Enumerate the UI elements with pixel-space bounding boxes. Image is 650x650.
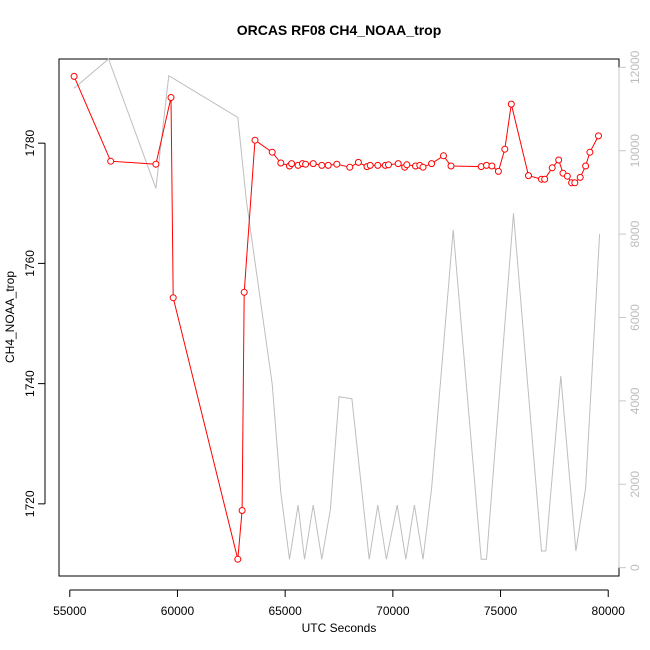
ch4-point (169, 294, 177, 302)
ch4-point (428, 160, 436, 168)
ch4-point (525, 172, 532, 180)
ch4-point (333, 160, 341, 168)
ch4-point (394, 160, 402, 168)
y2-tick-label: 0 (628, 564, 642, 571)
ch4-point (240, 288, 248, 296)
ch4-point (582, 162, 590, 170)
ch4-point (576, 173, 584, 181)
ch4-point (586, 148, 594, 156)
ch4-point (70, 72, 78, 80)
ch4-point (488, 162, 496, 170)
ch4-point (501, 145, 509, 153)
ch4-point (571, 179, 579, 187)
y2-tick-label: 4000 (628, 387, 642, 414)
y2-tick-label: 6000 (628, 304, 642, 331)
y2-tick-label: 8000 (628, 220, 642, 247)
ch4-point (563, 172, 571, 180)
ch4-point (595, 132, 602, 140)
ch4-point (318, 161, 326, 169)
ch4-point (385, 161, 392, 169)
ch4-point (447, 162, 455, 170)
ch4-point (555, 156, 563, 164)
ch4-point (324, 161, 332, 169)
ch4-line (73, 76, 599, 560)
x-tick-label: 80000 (592, 604, 626, 618)
ch4-point (309, 160, 317, 168)
ch4-point (302, 160, 310, 168)
x-tick-label: 70000 (376, 604, 410, 618)
y2-tick-label: 12000 (628, 50, 642, 84)
ch4-point (107, 157, 115, 165)
y2-tick-label: 10000 (628, 134, 642, 168)
altitude-line (73, 58, 601, 560)
ch4-point (238, 507, 246, 514)
ch4-point (234, 555, 242, 563)
y-tick-label: 1720 (23, 490, 37, 517)
x-tick-label: 65000 (268, 604, 302, 618)
y2-tick-label: 2000 (628, 471, 642, 498)
x-axis: 55000 60000 65000 70000 75000 80000 (53, 589, 626, 618)
ch4-point (167, 94, 175, 101)
ch4-point (288, 160, 296, 168)
y-tick-label: 1760 (23, 250, 37, 277)
x-tick-label: 60000 (161, 604, 195, 618)
x-axis-title: UTC Seconds (302, 621, 377, 635)
ch4-point (548, 164, 556, 172)
ch4-point (346, 163, 354, 171)
ch4-point (277, 159, 285, 167)
ch4-point (440, 152, 447, 160)
x-tick-label: 55000 (53, 604, 87, 618)
series-layer (70, 58, 602, 563)
y-axis-right: 0 2000 4000 6000 8000 10000 12000 (618, 50, 642, 571)
ch4-point (419, 163, 427, 171)
ch4-point (366, 161, 374, 169)
ch4-point (403, 161, 411, 169)
y-axis-left: 1720 1740 1760 1780 (23, 129, 46, 517)
chart-title: ORCAS RF08 CH4_NOAA_trop (237, 22, 442, 38)
plot-frame (58, 58, 620, 577)
ch4-point (541, 175, 549, 183)
ch4-point (354, 158, 362, 166)
y-tick-label: 1780 (23, 129, 37, 156)
ch4-point (494, 167, 502, 175)
x-tick-label: 75000 (484, 604, 518, 618)
ch4-point (152, 160, 160, 168)
ch4-point (268, 148, 276, 156)
y-tick-label: 1740 (23, 370, 37, 397)
ch4-point (507, 100, 515, 108)
y-axis-title: CH4_NOAA_trop (3, 271, 17, 363)
ch4-point (251, 136, 259, 144)
ch4-point (374, 161, 382, 169)
